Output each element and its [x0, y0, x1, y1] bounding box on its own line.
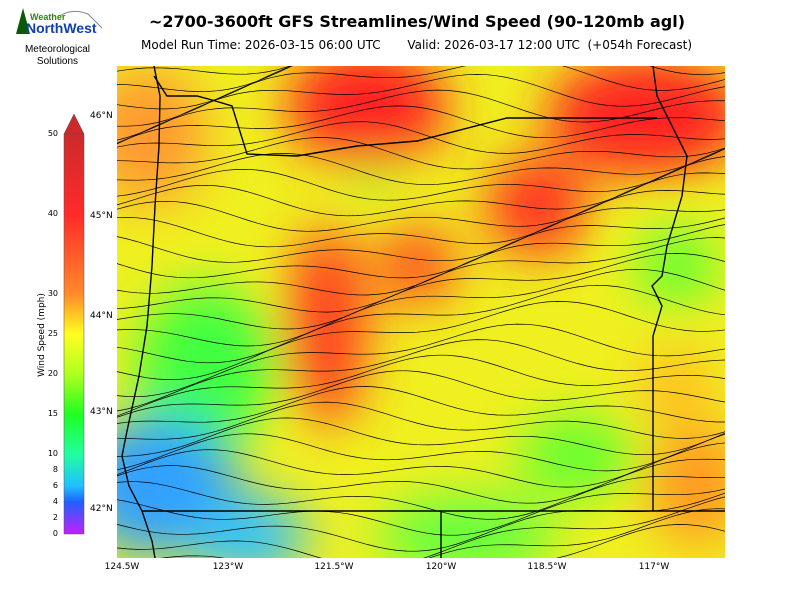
- logo-tagline: Meteorological Solutions: [10, 44, 105, 68]
- colorbar-tick: 20: [47, 369, 58, 378]
- wind-map: [117, 66, 725, 558]
- lon-label: 124.5W: [104, 562, 140, 572]
- lon-label: 120°W: [425, 562, 457, 572]
- tagline-line1: Meteorological: [24, 44, 91, 55]
- streamline: [117, 237, 725, 313]
- streamline: [117, 89, 725, 145]
- tagline-line2: Solutions: [36, 56, 79, 67]
- streamline: [117, 105, 725, 144]
- colorbar-tick: 8: [52, 465, 58, 474]
- streamline: [117, 323, 725, 398]
- streamline: [117, 148, 725, 186]
- streamline: [117, 417, 725, 457]
- streamline: [555, 524, 725, 558]
- map-subtitle: Model Run Time: 2026-03-15 06:00 UTC Val…: [141, 38, 692, 52]
- lon-label: 121.5°W: [314, 562, 354, 572]
- streamline: [117, 301, 725, 380]
- colorbar-tick: 10: [47, 449, 58, 458]
- valid-time: Valid: 2026-03-17 12:00 UTC (+054h Forec…: [407, 38, 693, 52]
- streamline: [117, 148, 725, 201]
- streamline: [117, 401, 725, 440]
- streamline: [117, 442, 725, 488]
- streamline: [117, 207, 725, 263]
- svg-text:Weather: Weather: [30, 12, 66, 22]
- colorbar-tick: 25: [47, 329, 58, 338]
- streamline: [117, 475, 725, 520]
- colorbar-tick: 0: [52, 529, 58, 538]
- streamline: [117, 217, 725, 279]
- streamline: [117, 386, 725, 424]
- streamline: [117, 66, 293, 92]
- borders: [121, 66, 725, 558]
- lon-label: 118.5°W: [527, 562, 567, 572]
- streamline: [117, 496, 725, 558]
- streamline: [117, 370, 725, 418]
- colorbar-tick: 40: [47, 209, 58, 218]
- streamline: [117, 190, 725, 248]
- streamline: [117, 488, 725, 536]
- streamline: [117, 66, 725, 110]
- colorbar-tick: 30: [47, 289, 58, 298]
- streamline: [160, 508, 725, 558]
- lat-label: 45°N: [90, 211, 113, 221]
- colorbar-tick: 6: [52, 481, 58, 490]
- lat-label: 46°N: [90, 111, 113, 121]
- lon-label: 123°W: [212, 562, 244, 572]
- streamline: [117, 74, 725, 141]
- streamline: [117, 172, 725, 232]
- lat-label: 44°N: [90, 311, 113, 321]
- streamline: [117, 433, 725, 472]
- lat-label: 43°N: [90, 407, 113, 417]
- colorbar-tick: 15: [47, 409, 58, 418]
- lat-label: 42°N: [90, 504, 113, 514]
- wa-or-border: [153, 75, 657, 157]
- model-run-time: Model Run Time: 2026-03-15 06:00 UTC: [141, 38, 381, 52]
- streamline: [117, 156, 725, 217]
- streamline: [117, 66, 292, 75]
- lon-label: 117°W: [638, 562, 670, 572]
- streamline: [117, 458, 725, 504]
- streamline: [117, 284, 725, 364]
- wind-speed-colorbar: [63, 113, 85, 535]
- streamline: [117, 137, 725, 170]
- streamline: [117, 253, 725, 330]
- svg-text:NorthWest: NorthWest: [26, 20, 97, 36]
- streamline: [117, 66, 725, 127]
- colorbar-tick: 2: [52, 513, 58, 522]
- streamline: [117, 354, 725, 417]
- map-title: ~2700-3600ft GFS Streamlines/Wind Speed …: [148, 12, 685, 31]
- streamline: [117, 339, 725, 412]
- colorbar-tick: 50: [47, 129, 58, 138]
- or-id-border: [651, 66, 688, 511]
- weather-northwest-logo: Weather NorthWest: [10, 6, 105, 68]
- colorbar-tick: 4: [52, 497, 58, 506]
- streamline: [117, 268, 725, 347]
- streamlines: [117, 66, 725, 558]
- streamline: [117, 121, 725, 154]
